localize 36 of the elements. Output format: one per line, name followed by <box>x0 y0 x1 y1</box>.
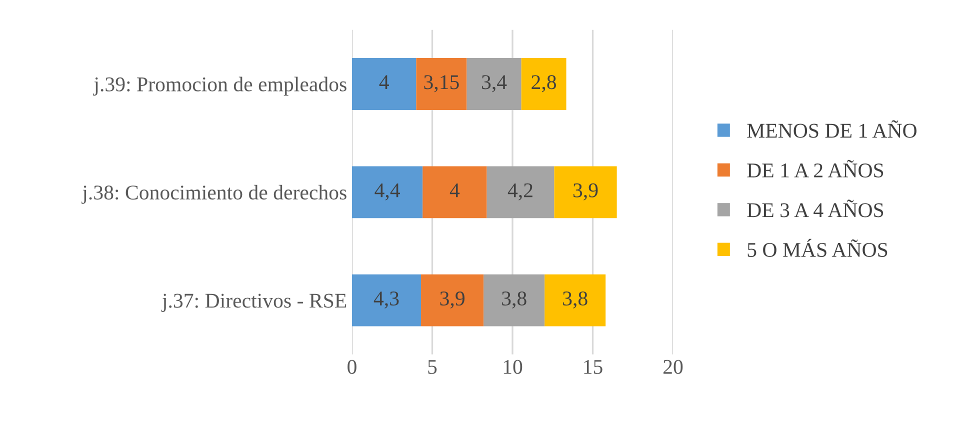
bar <box>484 274 545 326</box>
bar <box>466 58 522 110</box>
data-label: 4 <box>450 183 460 198</box>
data-label: 3,9 <box>574 183 598 200</box>
data-label: 3,8 <box>502 291 526 309</box>
data-label: 3,15 <box>424 75 459 92</box>
x-tick-label: 20 <box>664 360 683 374</box>
legend-label: 5 O MÁS AÑOS <box>748 238 888 257</box>
x-tick-label: 0 <box>348 360 356 374</box>
data-label: 4,4 <box>374 183 400 200</box>
bar <box>544 274 606 326</box>
data-label: 4,3 <box>374 292 399 309</box>
bar <box>352 58 416 110</box>
bar <box>422 166 487 218</box>
bar <box>352 166 423 218</box>
data-label: 3,4 <box>482 75 507 92</box>
data-label: 3,9 <box>440 292 464 309</box>
legend-label: DE 1 A 2 AÑOS <box>747 160 884 178</box>
bar <box>352 274 422 326</box>
legend-label: DE 3 A 4 AÑOS <box>747 200 884 218</box>
data-label: 2,8 <box>532 75 556 92</box>
bar <box>554 166 617 218</box>
bar <box>486 166 554 218</box>
data-label: 4 <box>379 75 389 89</box>
data-label: 3,8 <box>563 291 588 309</box>
y-tick-label: j.39: Promocion de empleados <box>93 76 346 96</box>
bar <box>421 274 484 326</box>
x-tick-label: 15 <box>584 360 602 374</box>
data-label: 4,2 <box>508 183 532 200</box>
x-tick-label: 10 <box>504 360 522 374</box>
y-tick-label: j.37: Directivos - RSE <box>161 294 346 312</box>
x-tick-label: 5 <box>428 360 437 374</box>
y-tick-label: j.38: Conocimiento de derechos <box>82 184 346 204</box>
bar <box>416 58 467 110</box>
legend-label: MENOS DE 1 AÑO <box>747 120 916 138</box>
bar <box>521 58 566 110</box>
